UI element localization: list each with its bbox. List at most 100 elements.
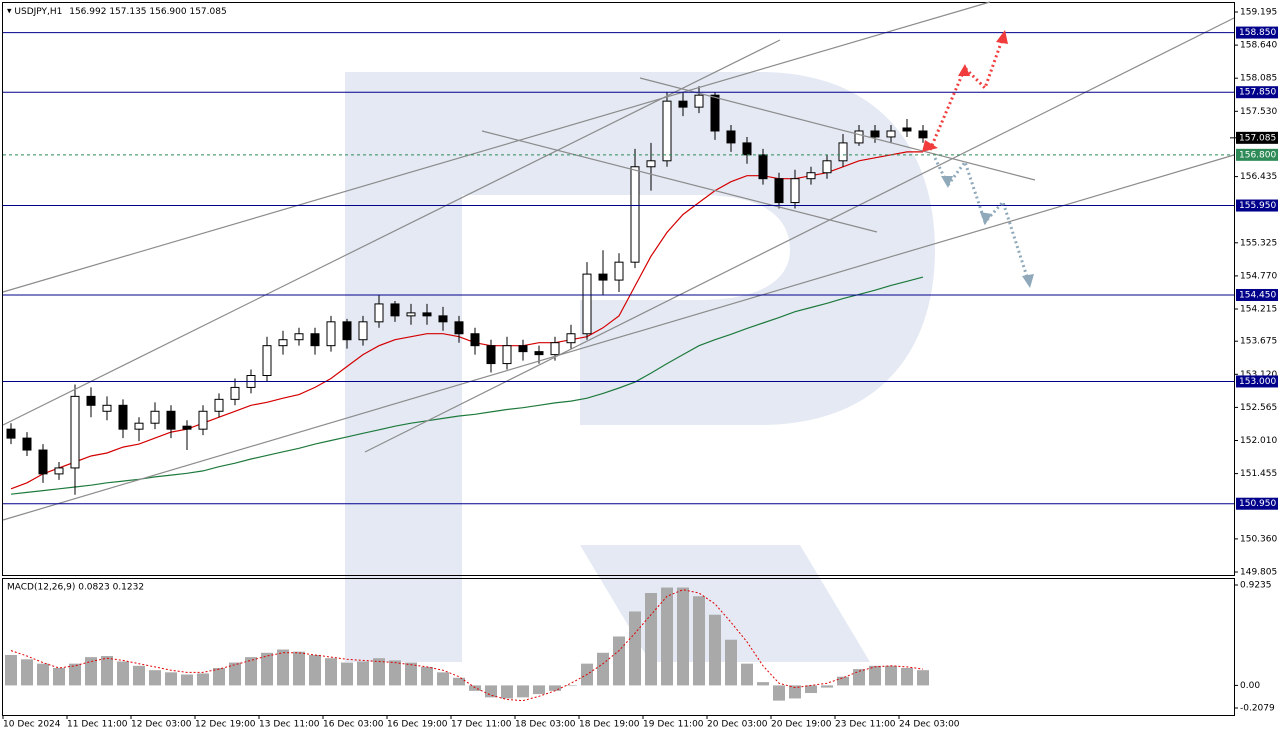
candle-body (854, 130, 864, 144)
arrowhead (941, 176, 953, 188)
candle-body (870, 130, 880, 138)
x-tick-label: 13 Dec 11:00 (259, 720, 320, 730)
macd-bar (901, 668, 913, 686)
macd-pane (2, 578, 1235, 716)
moving-average (10, 276, 924, 495)
macd-bar (325, 658, 337, 686)
macd-bar (821, 685, 833, 688)
trend-line (2, 1, 991, 293)
x-tick-label: 11 Dec 11:00 (67, 720, 128, 730)
x-tick-label: 18 Dec 19:00 (579, 720, 640, 730)
y-tick-label: 153.120 (1240, 370, 1277, 380)
macd-bar (229, 662, 241, 686)
price-label-box (1236, 131, 1278, 144)
price-label-box (1236, 199, 1278, 212)
main-pane (2, 2, 1235, 576)
y-tick-label: 154.215 (1240, 304, 1277, 314)
candle-body (918, 130, 928, 139)
candle-body (342, 321, 352, 341)
macd-bar (565, 685, 577, 686)
macd-bar (245, 657, 257, 686)
x-tick-label: 16 Dec 19:00 (387, 720, 448, 730)
candle-body (614, 261, 624, 281)
y-tick-label: 152.010 (1240, 436, 1277, 446)
candle-body (134, 422, 144, 430)
price-label: 154.450 (1236, 288, 1278, 301)
channel-line (639, 77, 1036, 181)
x-tick-label: 24 Dec 03:00 (899, 720, 960, 730)
chart-title: ▾ USDJPY,H1 156.992 157.135 156.900 157.… (7, 7, 227, 17)
candle-body (374, 303, 384, 323)
price-label-text: 150.950 (1239, 499, 1276, 509)
macd-bar (485, 685, 497, 698)
macd-bar (805, 685, 817, 694)
macd-bar (725, 639, 737, 686)
candle-body (438, 315, 448, 323)
y-tick-label: 149.805 (1240, 568, 1277, 578)
candle-body (470, 333, 480, 347)
macd-bar (405, 662, 417, 686)
macd-bar (533, 685, 545, 695)
candle-body (166, 410, 176, 430)
candle-body (310, 333, 320, 347)
macd-bar (853, 669, 865, 686)
candle-body (582, 273, 592, 335)
x-tick-label: 16 Dec 03:00 (323, 720, 384, 730)
price-layer (6, 86, 928, 495)
macd-bar (21, 659, 33, 686)
candle-body (502, 345, 512, 365)
macd-bar (709, 614, 721, 686)
candle-body (694, 94, 704, 108)
macd-bar (389, 660, 401, 686)
candle-body (406, 312, 416, 317)
macd-bar (117, 661, 129, 686)
arrowhead (922, 140, 938, 152)
trend-lines (2, 1, 1235, 521)
macd-bar (917, 670, 929, 686)
x-tick-label: 12 Dec 03:00 (131, 720, 192, 730)
candle-body (726, 130, 736, 144)
price-label: 153.000 (1236, 375, 1278, 388)
candle-body (38, 449, 48, 475)
macd-title: MACD(12,26,9) 0.0823 0.1232 (7, 583, 144, 593)
y-tick-label: 150.360 (1240, 534, 1277, 544)
trend-line (2, 154, 1235, 521)
arrowhead (1022, 274, 1034, 288)
y-tick-label: 154.770 (1240, 271, 1277, 281)
macd-bar (373, 658, 385, 686)
trend-line (364, 17, 1235, 453)
bull-arrow (928, 39, 1004, 151)
macd-bar (741, 663, 753, 686)
price-label-text: 158.850 (1239, 28, 1276, 38)
y-tick-label: 158.085 (1240, 74, 1277, 84)
candle-body (230, 386, 240, 400)
candle-body (358, 321, 368, 341)
bear-arrow (933, 157, 1030, 281)
candle-body (118, 404, 128, 430)
macd-bar (5, 654, 17, 686)
price-label-text: 154.450 (1239, 290, 1276, 300)
candle-body (710, 94, 720, 132)
price-label: 157.850 (1236, 86, 1278, 99)
x-tick-label: 20 Dec 03:00 (707, 720, 768, 730)
candle-body (54, 467, 64, 475)
candle-body (790, 178, 800, 204)
candle-body (758, 154, 768, 180)
macd-bar (501, 685, 513, 699)
y-tick-label: 153.675 (1240, 337, 1277, 347)
macd-bar (437, 672, 449, 686)
macd-bar (261, 652, 273, 686)
macd-bar (53, 668, 65, 686)
macd-bar (757, 682, 769, 686)
price-label-box (1236, 288, 1278, 301)
signal-line (10, 589, 924, 702)
y-tick-label: -0.2079 (1240, 704, 1275, 714)
macd-bar (597, 652, 609, 686)
candle-body (198, 410, 208, 430)
x-tick-label: 10 Dec 2024 (3, 720, 61, 730)
macd-bar (101, 656, 113, 686)
macd-bar (517, 685, 529, 698)
ohlc-values: 156.992 157.135 156.900 157.085 (69, 7, 226, 17)
candle-body (838, 142, 848, 162)
price-label: 157.085 (1236, 131, 1278, 144)
